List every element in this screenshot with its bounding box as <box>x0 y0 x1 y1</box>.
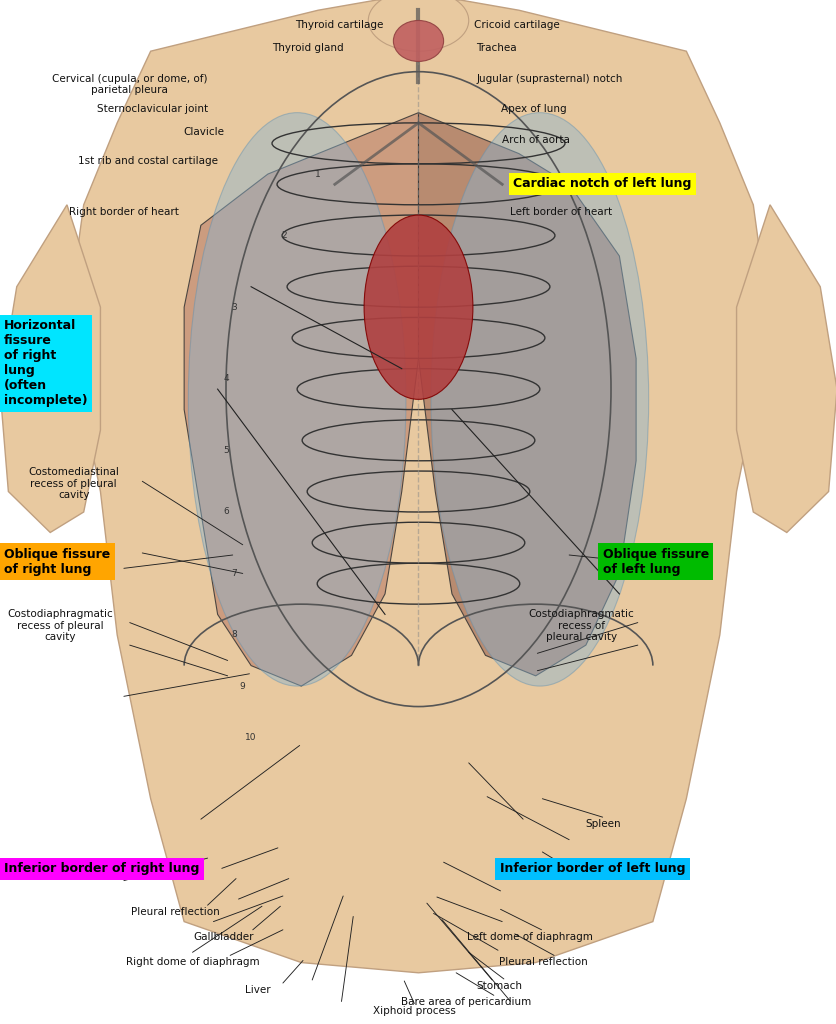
PathPatch shape <box>67 0 769 973</box>
Ellipse shape <box>368 0 468 51</box>
Text: Gallbladder: Gallbladder <box>193 932 253 942</box>
Text: Arch of aorta: Arch of aorta <box>501 135 569 145</box>
Text: Thyroid gland: Thyroid gland <box>272 43 344 53</box>
Text: Bare area of pericardium: Bare area of pericardium <box>400 997 531 1008</box>
Text: 10: 10 <box>245 733 257 741</box>
Text: Liver: Liver <box>245 985 270 995</box>
Text: 6: 6 <box>223 508 228 516</box>
PathPatch shape <box>418 113 635 676</box>
Text: Thyroid cartilage: Thyroid cartilage <box>294 20 383 31</box>
Ellipse shape <box>431 113 648 686</box>
Text: 3: 3 <box>232 303 237 311</box>
Text: 5: 5 <box>223 446 228 455</box>
Text: 2: 2 <box>282 231 287 240</box>
Ellipse shape <box>188 113 405 686</box>
Text: Left dome of diaphragm: Left dome of diaphragm <box>466 932 592 942</box>
Ellipse shape <box>364 215 472 399</box>
Text: Costodiaphragmatic
recess of
pleural cavity: Costodiaphragmatic recess of pleural cav… <box>528 609 634 642</box>
Ellipse shape <box>393 20 443 61</box>
PathPatch shape <box>736 205 836 532</box>
Text: 8: 8 <box>232 631 237 639</box>
Text: Cervical (cupula, or dome, of)
parietal pleura: Cervical (cupula, or dome, of) parietal … <box>52 74 207 95</box>
Text: 1st rib and costal cartilage: 1st rib and costal cartilage <box>78 156 218 166</box>
Text: Horizontal
fissure
of right
lung
(often
incomplete): Horizontal fissure of right lung (often … <box>4 319 88 408</box>
PathPatch shape <box>0 205 100 532</box>
Text: Cricoid cartilage: Cricoid cartilage <box>473 20 558 31</box>
Text: Jugular (suprasternal) notch: Jugular (suprasternal) notch <box>477 74 622 84</box>
Text: Costodiaphragmatic
recess of pleural
cavity: Costodiaphragmatic recess of pleural cav… <box>8 609 113 642</box>
Text: Pleural reflection: Pleural reflection <box>498 957 587 968</box>
Text: Sternoclavicular joint: Sternoclavicular joint <box>97 104 207 115</box>
Text: Oblique fissure
of left lung: Oblique fissure of left lung <box>602 548 708 575</box>
Text: 4: 4 <box>223 375 228 383</box>
Text: Spleen: Spleen <box>585 819 620 829</box>
Text: Oblique fissure
of right lung: Oblique fissure of right lung <box>4 548 110 575</box>
Text: Xiphoid process: Xiphoid process <box>372 1006 456 1016</box>
Text: Clavicle: Clavicle <box>183 127 223 137</box>
Text: Trachea: Trachea <box>476 43 516 53</box>
Text: 7: 7 <box>232 569 237 578</box>
Text: 1: 1 <box>315 170 320 178</box>
Text: Right dome of diaphragm: Right dome of diaphragm <box>125 957 259 968</box>
Text: Left border of heart: Left border of heart <box>509 207 611 217</box>
Text: Inferior border of left lung: Inferior border of left lung <box>499 862 685 876</box>
Text: Costomediastinal
recess of pleural
cavity: Costomediastinal recess of pleural cavit… <box>28 467 119 500</box>
Text: Pleural reflection: Pleural reflection <box>131 907 220 918</box>
PathPatch shape <box>184 113 418 686</box>
Text: Right border of heart: Right border of heart <box>69 207 179 217</box>
Text: Cardiac notch of left lung: Cardiac notch of left lung <box>512 177 691 190</box>
Text: Apex of lung: Apex of lung <box>501 104 566 115</box>
Text: Inferior border of right lung: Inferior border of right lung <box>4 862 199 876</box>
Text: 9: 9 <box>240 682 245 690</box>
Text: Stomach: Stomach <box>477 981 522 991</box>
